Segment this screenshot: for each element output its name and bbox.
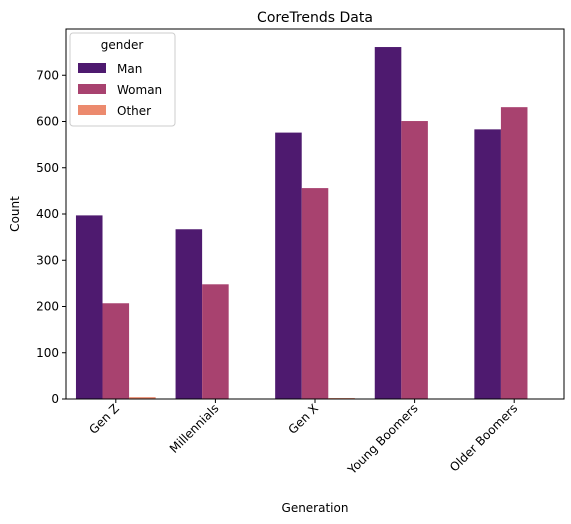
bar-woman-1 [202,284,229,399]
bars-group [75,47,528,400]
legend-label-man: Man [117,62,142,76]
legend-swatch-other [78,105,106,115]
bar-woman-2 [301,188,329,399]
bar-woman-0 [102,303,130,399]
y-axis-label: Count [8,196,22,232]
x-tick-label-3: Young Boomers [344,401,420,477]
bar-man-2 [275,132,302,399]
bar-woman-3 [401,121,428,399]
legend-label-woman: Woman [117,83,162,97]
y-tick-label-5: 500 [36,161,59,175]
y-tick-label-3: 300 [36,253,59,267]
legend-swatch-man [78,63,106,73]
bar-other-0 [129,397,156,399]
y-tick-label-0: 0 [51,392,59,406]
legend-label-other: Other [117,104,151,118]
bar-man-4 [474,129,501,400]
chart-title: CoreTrends Data [257,10,373,26]
x-tick-label-4: Older Boomers [447,401,520,474]
x-tick-label-0: Gen Z [86,401,122,437]
y-axis: 0 100 200 300 400 500 600 700 [36,68,66,406]
y-tick-label-6: 600 [36,115,59,129]
y-tick-label-2: 200 [36,300,59,314]
y-tick-label-4: 400 [36,207,59,221]
legend-box [69,32,176,127]
legend: gender Man Woman Other [69,32,176,127]
x-axis: Gen Z Millennials Gen X Young Boomers Older … [86,399,520,478]
x-tick-label-2: Gen X [286,401,322,437]
x-tick-label-1: Millennials [167,401,222,456]
bar-woman-4 [500,107,528,399]
y-tick-label-7: 700 [36,68,59,82]
bar-man-0 [75,215,103,399]
y-tick-label-1: 100 [36,346,59,360]
legend-swatch-woman [78,84,106,94]
bar-man-3 [374,47,402,399]
bar-man-1 [175,229,203,399]
x-axis-label: Generation [282,501,349,515]
legend-title: gender [101,38,144,52]
